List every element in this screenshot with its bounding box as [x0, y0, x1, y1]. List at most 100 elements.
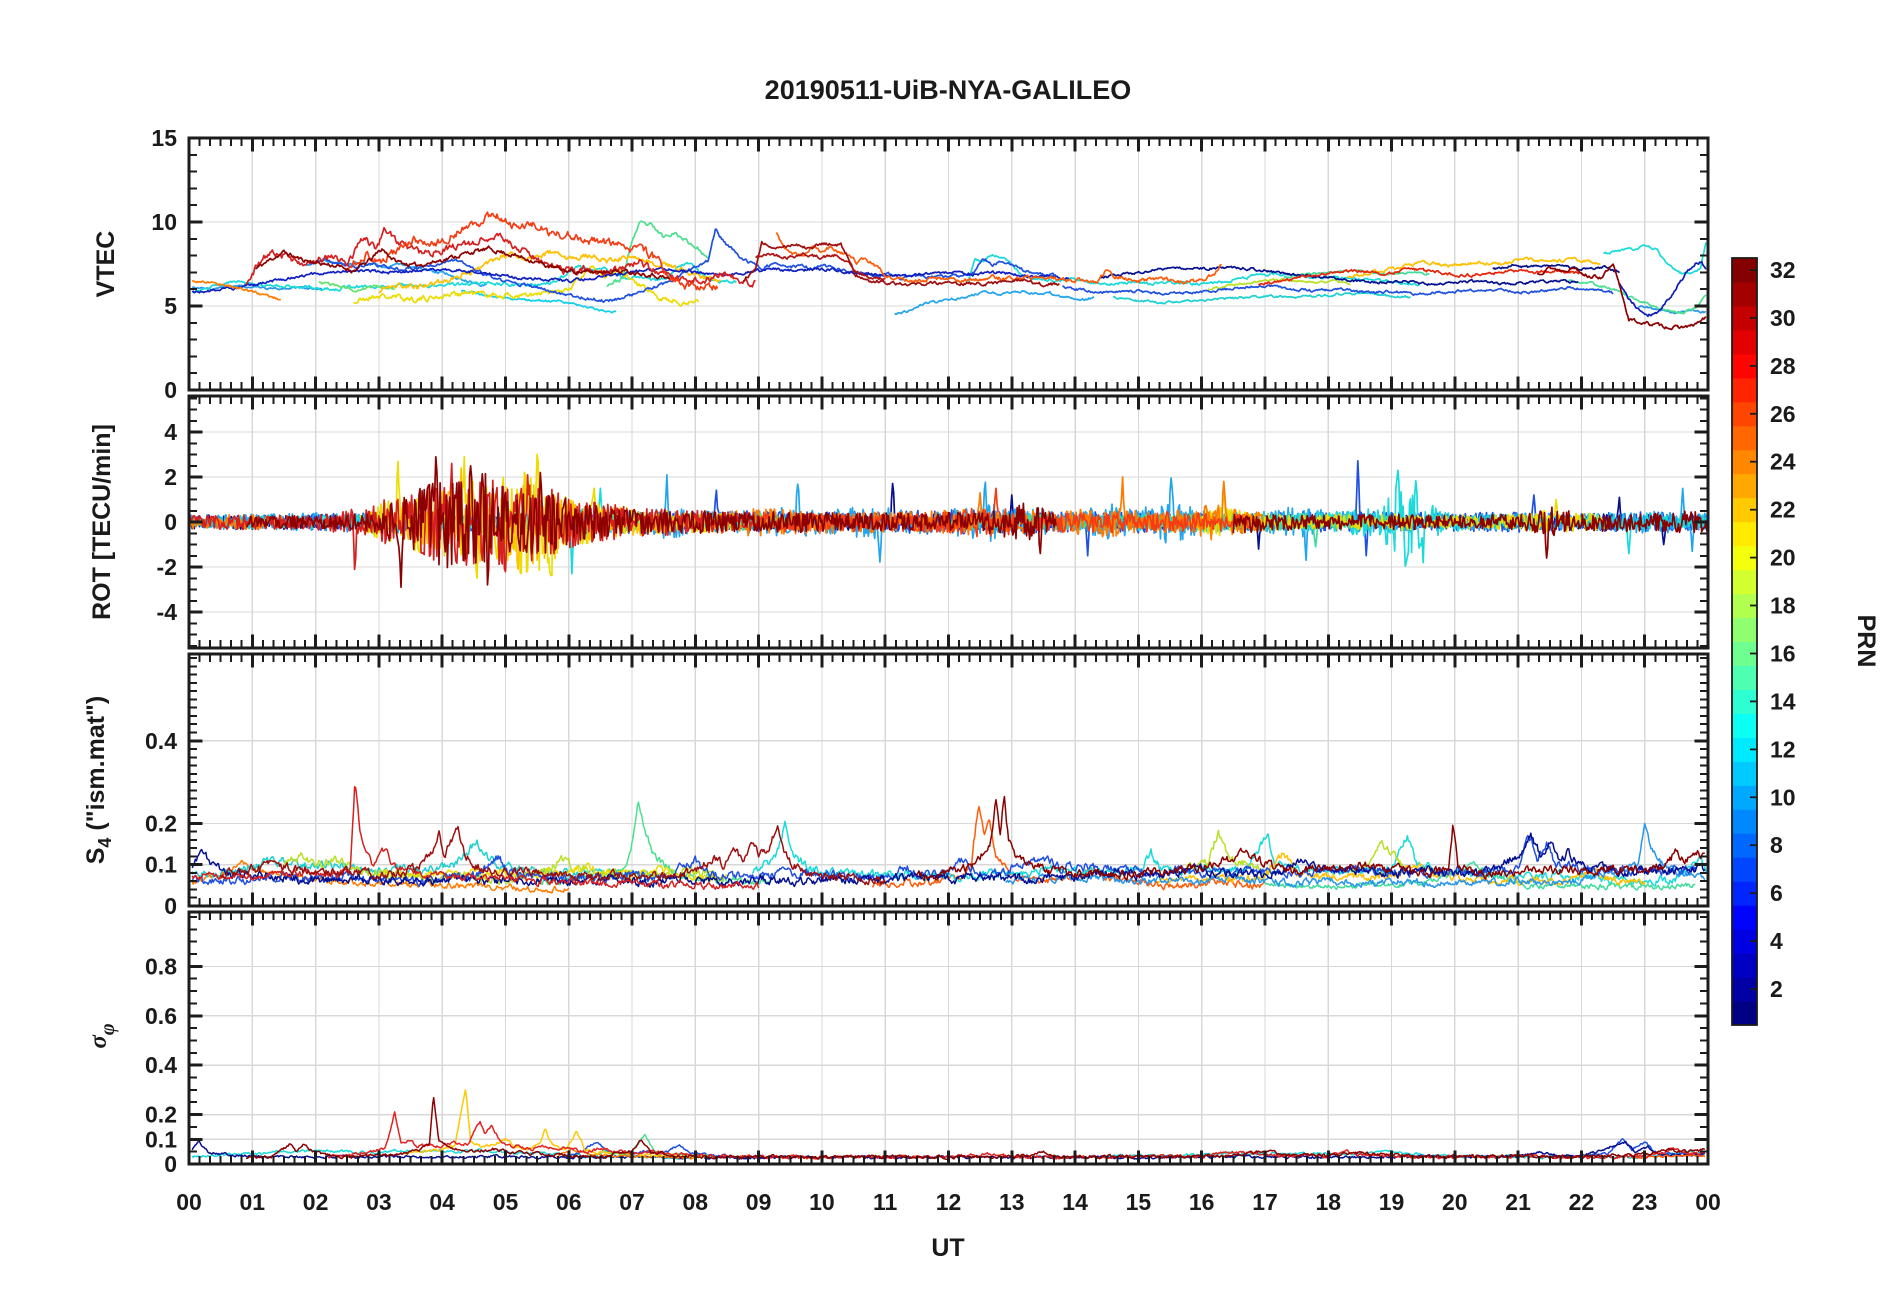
colorbar-label: PRN: [1852, 615, 1880, 668]
series-vtec-prn-8: [1062, 284, 1614, 296]
series-s4-prn-18: [1185, 829, 1273, 876]
series-s4-prn-29: [191, 786, 760, 891]
y-tick-label: 15: [151, 125, 177, 151]
x-tick-label: 00: [1695, 1189, 1721, 1215]
series-rot-prn-32: [245, 455, 1057, 589]
x-tick-label: 03: [366, 1189, 392, 1215]
colorbar-band: [1732, 713, 1757, 738]
series-vtec-prn-29: [245, 226, 756, 288]
colorbar-tick-label: 10: [1770, 784, 1796, 810]
colorbar-band: [1732, 377, 1757, 403]
x-tick-label: 20: [1442, 1189, 1468, 1215]
x-tick-label: 23: [1632, 1189, 1658, 1215]
series-vtec-prn-21: [378, 249, 721, 294]
series-vtec-prn-10: [894, 290, 1095, 316]
series-vtec-prn-32: [254, 245, 671, 280]
x-tick-label: 07: [619, 1189, 645, 1215]
series-vtec-prn-12: [1603, 242, 1707, 275]
colorbar-tick-label: 28: [1770, 353, 1796, 379]
x-tick-label: 21: [1505, 1189, 1531, 1215]
series-vtec-prn-25: [775, 231, 1222, 285]
colorbar-band: [1732, 569, 1757, 595]
colorbar-tick-label: 6: [1770, 880, 1783, 906]
x-tick-label: 18: [1316, 1189, 1342, 1215]
x-tick-label: 15: [1126, 1189, 1152, 1215]
y-tick-label: 0: [164, 377, 177, 403]
y-tick-label: -2: [157, 554, 177, 580]
y-tick-label: -4: [157, 599, 178, 625]
series-vtec-prn-6: [308, 228, 1057, 303]
series-vtec-prn-26: [1258, 267, 1586, 286]
x-tick-label: 08: [683, 1189, 709, 1215]
chart-title: 20190511-UiB-NYA-GALILEO: [765, 75, 1132, 105]
series-vtec-prn-19: [353, 265, 700, 308]
panel-border: [187, 652, 1710, 908]
colorbar-band: [1732, 521, 1757, 547]
x-tick-label: 02: [303, 1189, 329, 1215]
series-sigma_phi-prn-32: [245, 1096, 1706, 1161]
series-vtec-prn-14: [1568, 279, 1707, 315]
colorbar-band: [1732, 953, 1757, 978]
colorbar-band: [1732, 857, 1757, 882]
x-tick-label: 17: [1252, 1189, 1278, 1215]
colorbar-band: [1732, 617, 1757, 642]
colorbar-tick-label: 18: [1770, 593, 1796, 619]
panel-rot: -4 -2 0 2 4: [157, 394, 1710, 650]
colorbar-tick-label: 2: [1770, 976, 1783, 1002]
x-tick-label: 19: [1379, 1189, 1405, 1215]
series-vtec-prn-4: [1618, 260, 1707, 318]
series-s4-prn-31: [219, 825, 886, 886]
y-tick-label: 0.1: [145, 852, 177, 878]
series-s4-prn-3: [191, 832, 1706, 888]
colorbar-tick-label: 30: [1770, 305, 1796, 331]
panel-sigma_phi: 00.10.2 0.4 0.6 0.8: [145, 910, 1710, 1177]
colorbar-band: [1732, 761, 1757, 786]
series-sigma_phi-prn-12: [1106, 1149, 1706, 1160]
colorbar-band: [1732, 809, 1757, 834]
colorbar-tick-label: 32: [1770, 257, 1796, 283]
series-vtec-prn-2: [1492, 263, 1621, 274]
x-tick-label: 16: [1189, 1189, 1215, 1215]
plot-area: 051015-4-202400.10.20.400.10.20.40.60.80…: [145, 125, 1796, 1215]
y-tick-label: 2: [164, 464, 177, 490]
series-vtec-prn-4: [191, 266, 1070, 294]
x-tick-label: 00: [176, 1189, 202, 1215]
series-rot-prn-32: [1232, 506, 1707, 559]
x-tick-label: 13: [999, 1189, 1025, 1215]
y-axis-label-rot: ROT [TECU/min]: [88, 424, 116, 620]
colorbar-band: [1732, 905, 1757, 930]
colorbar-band: [1732, 1001, 1757, 1026]
y-tick-label: 0: [164, 893, 177, 919]
x-tick-label: 06: [556, 1189, 582, 1215]
x-tick-label: 12: [936, 1189, 962, 1215]
series-vtec-prn-11: [1112, 291, 1411, 305]
y-tick-label: 0.8: [145, 953, 177, 979]
series-vtec-prn-24: [191, 279, 281, 301]
y-tick-label: 0.2: [145, 1102, 177, 1128]
series-vtec-prn-12: [461, 289, 617, 314]
series-vtec-prn-15: [1283, 269, 1430, 279]
y-tick-label: 0: [164, 1151, 177, 1177]
x-tick-label: 04: [429, 1189, 455, 1215]
axis-ticks: [187, 913, 1710, 1166]
x-tick-label: 01: [240, 1189, 266, 1215]
colorbar-tick-label: 14: [1770, 688, 1796, 714]
panel-border: [187, 136, 1710, 392]
y-tick-label: 0.4: [145, 728, 177, 754]
x-tick-label: 05: [493, 1189, 519, 1215]
panel-border: [187, 910, 1710, 1166]
x-tick-label: 09: [746, 1189, 772, 1215]
panel-border: [187, 394, 1710, 650]
colorbar-border: [1731, 257, 1758, 1026]
colorbar-band: [1732, 281, 1757, 307]
y-tick-label: 0.4: [145, 1052, 177, 1078]
colorbar-tick-label: 22: [1770, 497, 1796, 523]
colorbar-tick-label: 16: [1770, 641, 1796, 667]
x-tick-label: 22: [1569, 1189, 1595, 1215]
gridlines: [189, 654, 1708, 906]
axis-ticks: [187, 397, 1710, 647]
y-tick-label: 0.6: [145, 1003, 177, 1029]
y-tick-label: 0.2: [145, 810, 177, 836]
